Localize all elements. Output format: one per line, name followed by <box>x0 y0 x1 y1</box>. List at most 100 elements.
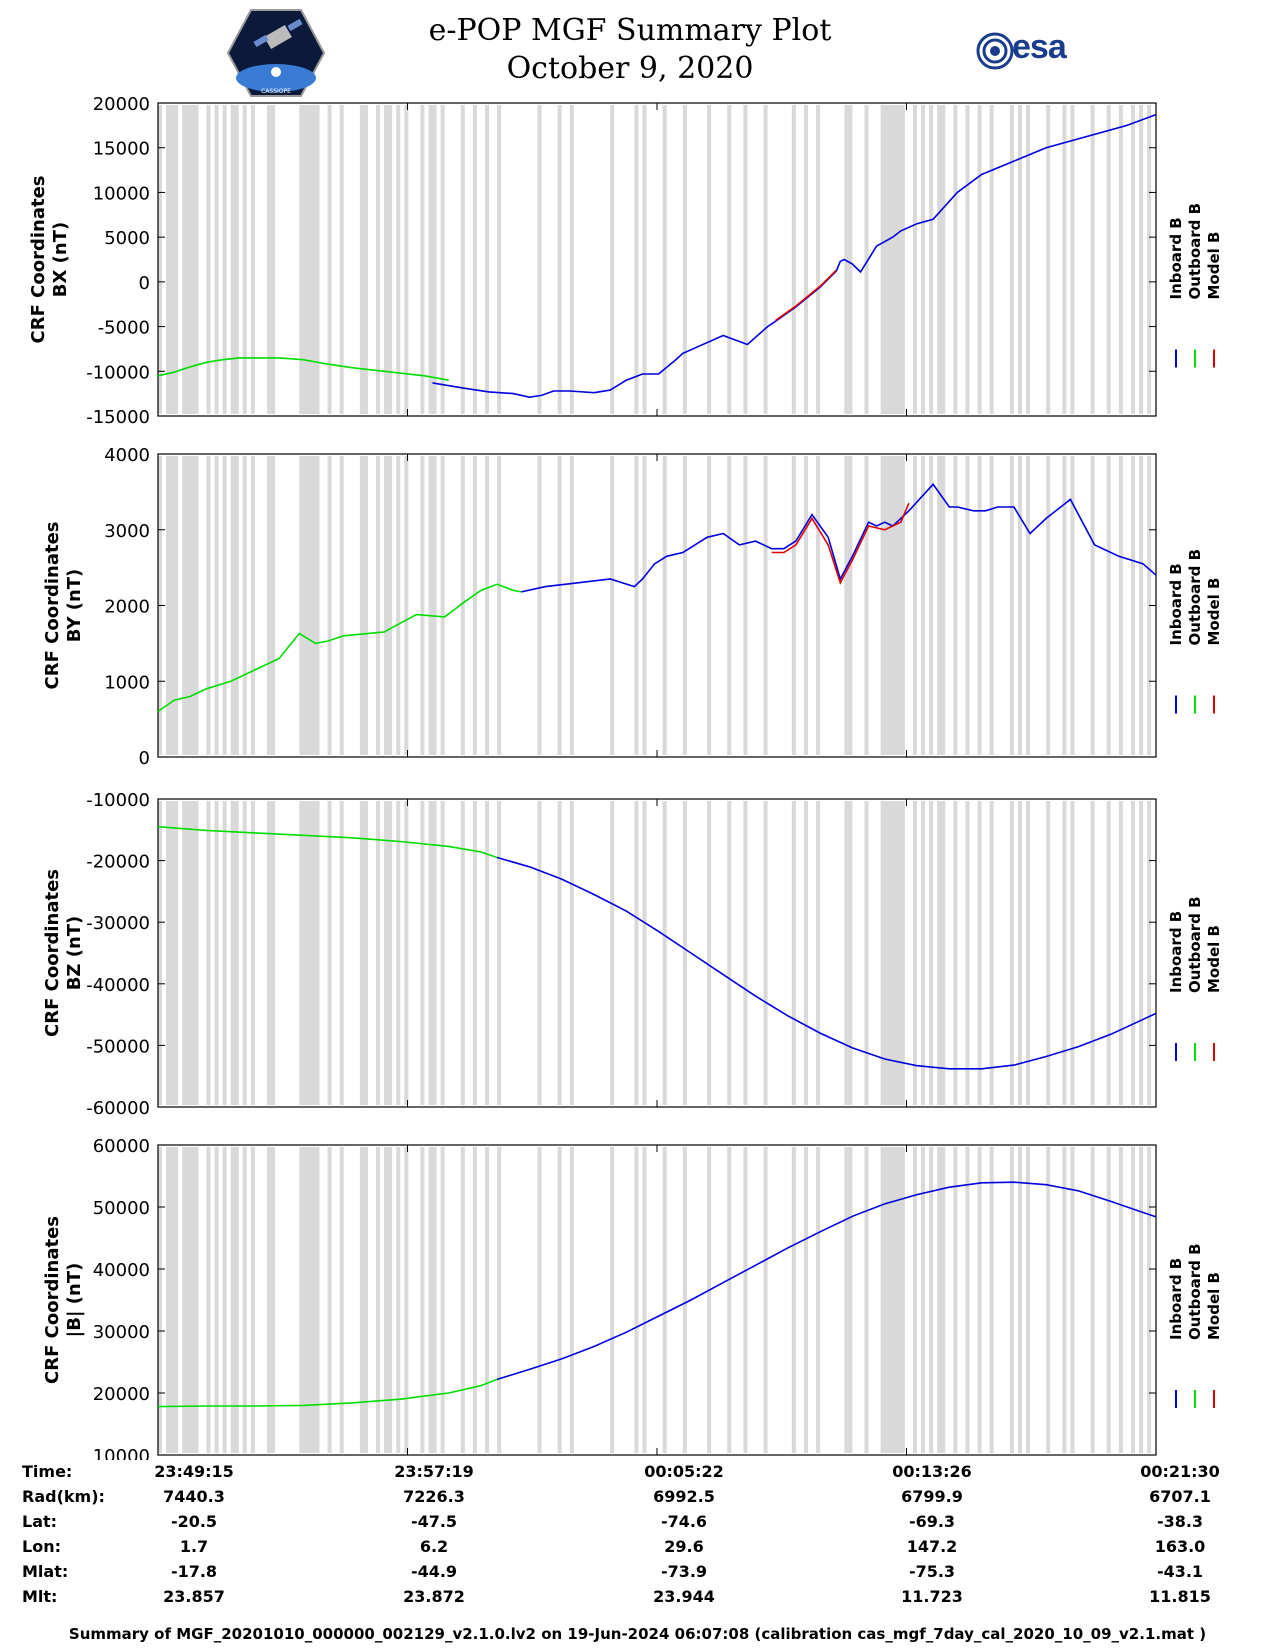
data-gap-band <box>440 801 445 1105</box>
legend-label: Outboard B <box>1186 1243 1204 1340</box>
data-gap-band <box>460 801 465 1105</box>
data-gap-band <box>230 456 239 755</box>
data-gap-band <box>1118 456 1123 755</box>
data-gap-band <box>642 105 647 414</box>
info-key: Mlat: <box>22 1562 69 1581</box>
data-gap-band <box>182 105 199 414</box>
data-gap-band <box>222 105 227 414</box>
data-gap-band <box>1026 105 1031 414</box>
info-value: 00:13:26 <box>892 1462 972 1481</box>
data-gap-band <box>376 801 381 1105</box>
data-gap-band <box>267 456 276 755</box>
legend-label: Outboard B <box>1186 896 1204 993</box>
data-gap-band <box>682 801 687 1105</box>
data-gap-band <box>339 801 344 1105</box>
data-gap-band <box>396 105 401 414</box>
data-gap-band <box>937 801 946 1105</box>
info-value: 23.857 <box>163 1587 225 1606</box>
legend-label: Outboard B <box>1186 203 1204 300</box>
y-tick-label: 10000 <box>93 183 150 204</box>
data-gap-band <box>1147 801 1152 1105</box>
y-axis-label-line2: |B| (nT) <box>64 1263 85 1338</box>
data-gap-band <box>1139 105 1144 414</box>
data-gap-band <box>1062 105 1067 414</box>
data-gap-band <box>1017 456 1022 755</box>
data-gap-band <box>250 801 255 1105</box>
data-gap-band <box>912 105 917 414</box>
data-gap-band <box>880 105 905 414</box>
data-gap-band <box>1046 105 1051 414</box>
y-tick-label: -50000 <box>86 1036 150 1057</box>
data-gap-band <box>1106 801 1111 1105</box>
data-gap-band <box>727 105 732 414</box>
info-value: -38.3 <box>1156 1512 1204 1531</box>
data-gap-band <box>376 105 381 414</box>
data-gap-band <box>1046 1147 1051 1453</box>
data-gap-band <box>299 105 320 414</box>
data-gap-band <box>965 1147 970 1453</box>
data-gap-band <box>763 801 768 1105</box>
legend-label: Model B <box>1205 578 1223 646</box>
info-value: 23:49:15 <box>154 1462 234 1481</box>
data-gap-band <box>250 105 255 414</box>
panel-3: 60000 50000 40000 30000 20000 10000 CRF Coordi… <box>42 1136 1223 1460</box>
data-gap-band <box>707 1147 712 1453</box>
data-gap-band <box>707 456 712 755</box>
data-gap-band <box>158 801 163 1105</box>
data-gap-band <box>242 105 247 414</box>
data-gap-band <box>537 801 542 1105</box>
data-gap-band <box>359 105 368 414</box>
data-gap-band <box>642 801 647 1105</box>
series-inboard-b <box>432 113 1157 399</box>
data-gap-band <box>214 1147 219 1453</box>
info-value: -74.6 <box>660 1512 708 1531</box>
plots-canvas: 20000150001000050000-5000-10000-15000CRF… <box>28 94 1223 1460</box>
y-tick-label: 10000 <box>93 1446 150 1460</box>
data-gap-band <box>634 801 639 1105</box>
data-gap-band <box>1147 1147 1152 1453</box>
data-gap-band <box>267 105 276 414</box>
data-gap-band <box>1026 456 1031 755</box>
data-gap-band <box>977 456 982 755</box>
y-tick-label: 50000 <box>93 1198 150 1219</box>
info-row: Mlat: -17.8 -44.9 -73.9 -75.3 -43.1 <box>22 1562 1252 1587</box>
y-tick-label: -5000 <box>98 318 150 339</box>
info-value: -69.3 <box>908 1512 956 1531</box>
data-gap-band <box>359 1147 368 1453</box>
data-gap-band <box>1090 801 1095 1105</box>
data-gap-band <box>460 456 465 755</box>
data-gap-band <box>327 801 332 1105</box>
legend-label: Inboard B <box>1167 563 1185 645</box>
data-gap-band <box>404 801 409 1105</box>
data-gap-band <box>682 105 687 414</box>
data-gap-band <box>844 801 853 1105</box>
data-gap-band <box>791 456 796 755</box>
data-gap-band <box>428 801 437 1105</box>
legend-label: Outboard B <box>1186 549 1204 646</box>
data-gap-band <box>1106 1147 1111 1453</box>
data-gap-band <box>1046 456 1051 755</box>
info-value: 6.2 <box>419 1537 449 1556</box>
data-gap-band <box>1026 1147 1031 1453</box>
info-value: 7440.3 <box>163 1487 225 1506</box>
data-gap-band <box>965 456 970 755</box>
data-gap-band <box>864 801 869 1105</box>
data-gap-band <box>743 1147 748 1453</box>
data-gap-band <box>912 456 917 755</box>
data-gap-band <box>537 456 542 755</box>
data-gap-band <box>662 801 667 1105</box>
data-gap-band <box>977 801 982 1105</box>
data-gap-band <box>222 456 227 755</box>
data-gap-band <box>844 1147 853 1453</box>
data-gap-band <box>485 105 490 414</box>
data-gap-band <box>485 801 490 1105</box>
data-gap-band <box>497 105 502 414</box>
data-gap-band <box>166 1147 179 1453</box>
data-gap-band <box>1106 105 1111 414</box>
data-gap-band <box>569 105 574 414</box>
y-tick-label: 0 <box>139 273 150 294</box>
data-gap-band <box>791 105 796 414</box>
info-row: Lon: 1.7 6.2 29.6 147.2 163.0 <box>22 1537 1252 1562</box>
y-tick-label: 3000 <box>104 521 150 542</box>
data-gap-band <box>222 801 227 1105</box>
